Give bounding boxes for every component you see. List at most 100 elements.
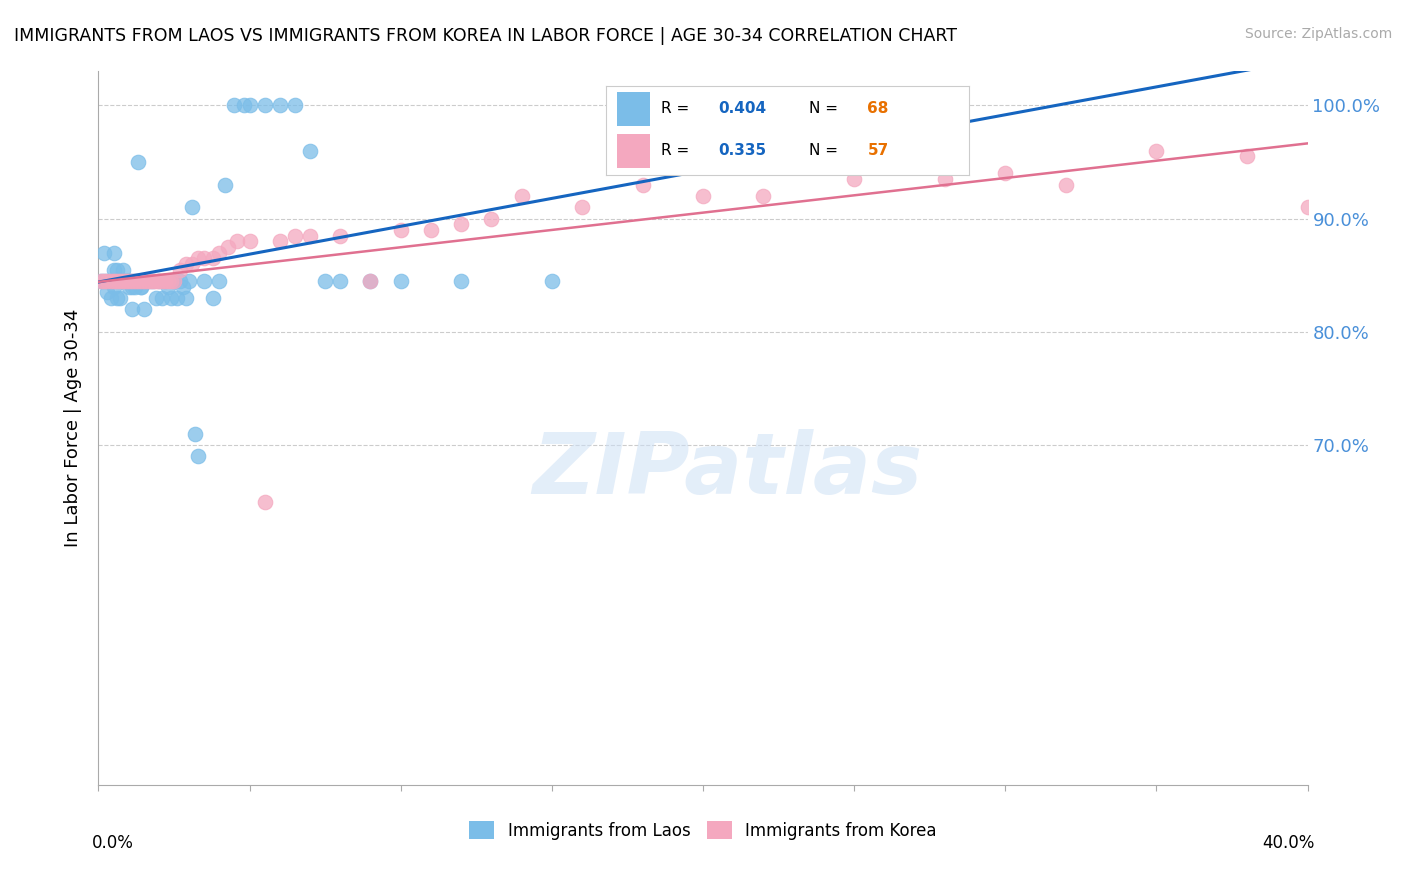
Point	[187, 450, 209, 464]
Point	[239, 234, 262, 248]
Point	[139, 274, 162, 288]
Point	[1236, 149, 1258, 163]
Point	[148, 274, 170, 288]
Legend: Immigrants from Laos, Immigrants from Korea: Immigrants from Laos, Immigrants from Ko…	[461, 814, 945, 848]
Point	[314, 274, 336, 288]
Point	[360, 274, 382, 288]
Point	[121, 302, 143, 317]
Point	[208, 245, 231, 260]
Point	[844, 172, 866, 186]
Point	[172, 279, 194, 293]
Point	[166, 291, 188, 305]
Point	[118, 279, 141, 293]
Text: 0.0%: 0.0%	[91, 834, 134, 852]
Point	[181, 257, 204, 271]
Point	[163, 274, 186, 288]
Point	[994, 166, 1017, 180]
Point	[217, 240, 239, 254]
Point	[169, 274, 191, 288]
Point	[299, 228, 322, 243]
Point	[360, 274, 382, 288]
Point	[129, 279, 152, 293]
Point	[135, 274, 157, 288]
Point	[100, 274, 122, 288]
Point	[111, 262, 134, 277]
Point	[160, 291, 183, 305]
Point	[93, 274, 115, 288]
Point	[108, 274, 131, 288]
Point	[269, 98, 291, 112]
Text: IMMIGRANTS FROM LAOS VS IMMIGRANTS FROM KOREA IN LABOR FORCE | AGE 30-34 CORRELA: IMMIGRANTS FROM LAOS VS IMMIGRANTS FROM …	[14, 27, 957, 45]
Point	[148, 274, 170, 288]
Point	[93, 245, 115, 260]
Point	[100, 291, 122, 305]
Point	[510, 189, 533, 203]
Point	[224, 98, 246, 112]
Point	[111, 274, 134, 288]
Point	[90, 274, 112, 288]
Point	[114, 274, 136, 288]
Point	[145, 274, 167, 288]
Point	[187, 252, 209, 266]
Point	[132, 274, 155, 288]
Point	[114, 274, 136, 288]
Point	[96, 274, 118, 288]
Point	[96, 274, 118, 288]
Point	[142, 274, 165, 288]
Point	[105, 262, 128, 277]
Point	[103, 274, 125, 288]
Point	[150, 274, 173, 288]
Point	[96, 285, 118, 300]
Point	[124, 279, 146, 293]
Point	[153, 274, 176, 288]
Point	[118, 274, 141, 288]
Point	[121, 274, 143, 288]
Point	[145, 291, 167, 305]
Point	[1054, 178, 1077, 192]
Point	[389, 274, 412, 288]
Point	[179, 274, 201, 288]
Text: ZIPatlas: ZIPatlas	[531, 429, 922, 513]
Point	[253, 98, 276, 112]
Point	[571, 200, 593, 214]
Point	[127, 155, 149, 169]
Point	[105, 274, 128, 288]
Point	[103, 279, 125, 293]
Point	[139, 274, 162, 288]
Point	[153, 274, 176, 288]
Point	[1296, 200, 1319, 214]
Point	[239, 98, 262, 112]
Point	[540, 274, 562, 288]
Point	[181, 200, 204, 214]
Point	[269, 234, 291, 248]
Point	[121, 279, 143, 293]
Point	[108, 274, 131, 288]
Point	[450, 274, 472, 288]
Point	[226, 234, 249, 248]
Y-axis label: In Labor Force | Age 30-34: In Labor Force | Age 30-34	[65, 309, 83, 548]
Point	[284, 98, 307, 112]
Point	[142, 274, 165, 288]
Point	[329, 274, 352, 288]
Point	[129, 274, 152, 288]
Point	[284, 228, 307, 243]
Text: Source: ZipAtlas.com: Source: ZipAtlas.com	[1244, 27, 1392, 41]
Point	[169, 262, 191, 277]
Point	[329, 228, 352, 243]
Point	[124, 274, 146, 288]
Point	[420, 223, 443, 237]
Point	[163, 274, 186, 288]
Point	[129, 279, 152, 293]
Point	[934, 172, 956, 186]
Point	[253, 495, 276, 509]
Point	[114, 274, 136, 288]
Point	[90, 274, 112, 288]
Point	[108, 291, 131, 305]
Point	[156, 274, 179, 288]
Point	[118, 274, 141, 288]
Point	[174, 257, 197, 271]
Point	[299, 144, 322, 158]
Point	[193, 252, 215, 266]
Point	[93, 274, 115, 288]
Point	[132, 302, 155, 317]
